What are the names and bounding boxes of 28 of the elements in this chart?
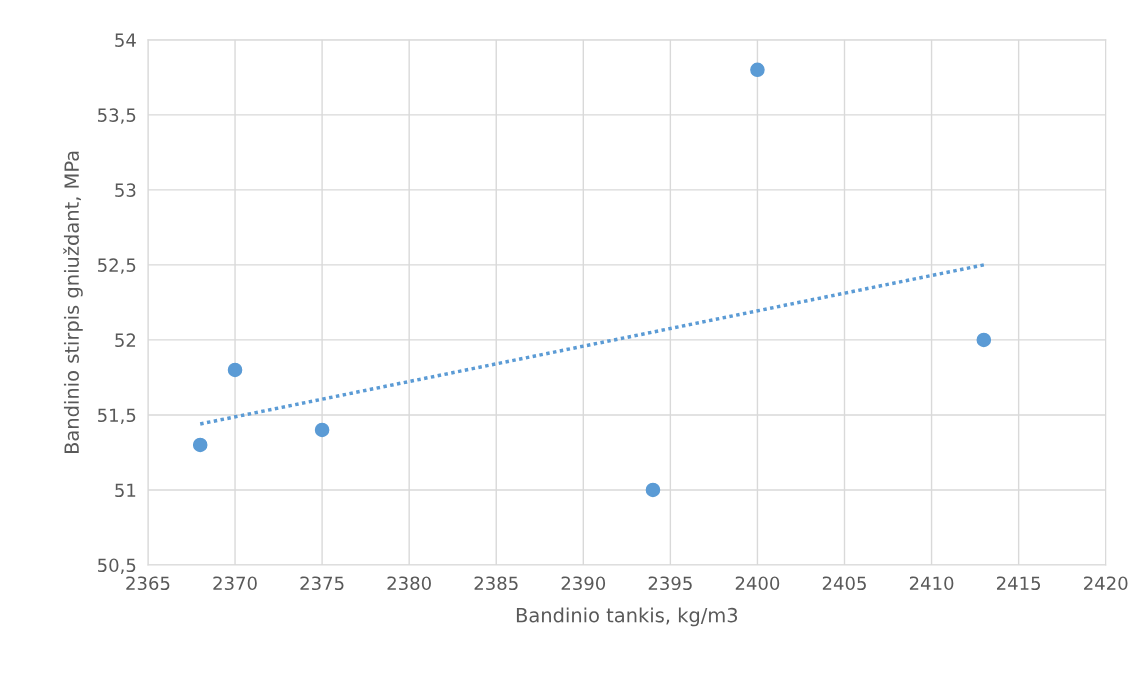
y-tick-label: 51,5 xyxy=(98,408,136,424)
point xyxy=(976,332,992,348)
x-tick-label: 2390 xyxy=(561,576,606,591)
point xyxy=(645,482,661,498)
x-tick-label: 2405 xyxy=(822,576,866,591)
x-tick-label: 2395 xyxy=(648,576,692,591)
point xyxy=(750,62,765,78)
y-tick-label: 50,5 xyxy=(98,558,136,574)
point xyxy=(227,362,243,378)
point xyxy=(192,437,208,453)
y-tick-label: 52 xyxy=(115,333,136,348)
x-tick-label: 2420 xyxy=(1084,576,1128,591)
x-tick-label: 2365 xyxy=(126,576,170,591)
x-tick-label: 2415 xyxy=(996,576,1041,591)
y-tick-label: 53,5 xyxy=(98,108,136,124)
y-tick-label: 54 xyxy=(115,33,136,47)
x-tick-label: 2375 xyxy=(300,576,344,591)
x-axis-title: Bandinio tankis, kg/m3 xyxy=(516,607,738,627)
x-tick-label: 2410 xyxy=(909,576,954,591)
y-tick-label: 53 xyxy=(115,183,136,197)
y-tick-label: 52,5 xyxy=(98,258,136,274)
point xyxy=(314,422,330,438)
y-axis-title: Bandinio stirpis gniuždant, MPa xyxy=(63,151,83,454)
y-tick-label: 51 xyxy=(115,483,136,498)
x-tick-label: 2380 xyxy=(387,576,431,591)
x-tick-label: 2370 xyxy=(213,576,257,591)
x-tick-label: 2400 xyxy=(735,576,780,591)
x-tick-label: 2385 xyxy=(474,576,518,591)
